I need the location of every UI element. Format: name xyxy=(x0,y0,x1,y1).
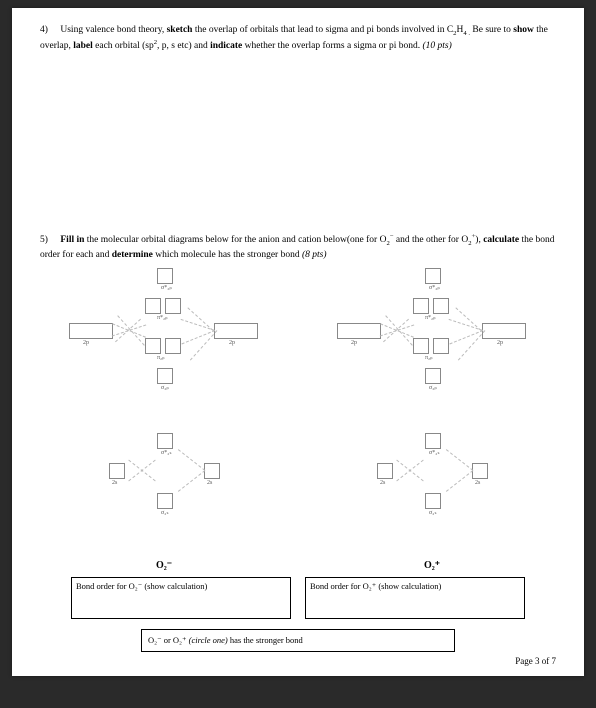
dash-line xyxy=(446,449,473,471)
mo-label-pi-2p: π₂ₚ xyxy=(157,354,165,361)
ao-label-2s: 2s xyxy=(380,480,385,486)
mo-col-cation: σ*₂ₚ π*₂ₚ 2p 2p π₂ₚ σ₂ₚ xyxy=(317,268,547,558)
page: 4) Using valence bond theory, sketch the… xyxy=(12,8,584,676)
ao-2p-right xyxy=(214,323,258,339)
ao-2s-left xyxy=(377,463,393,479)
mo-box xyxy=(433,298,449,314)
dash-line xyxy=(178,470,205,492)
ao-label-2p: 2p xyxy=(83,340,89,346)
dash-line xyxy=(449,319,484,331)
mo-box xyxy=(433,338,449,354)
dash-line xyxy=(446,470,473,492)
ao-label-2s: 2s xyxy=(112,480,117,486)
ao-label-2p: 2p xyxy=(229,340,235,346)
mo-box xyxy=(145,298,161,314)
mo-box xyxy=(413,298,429,314)
ao-2s-right xyxy=(204,463,220,479)
mo-box xyxy=(157,368,173,384)
stronger-bond-box: O₂⁻ or O₂⁺ (circle one) has the stronger… xyxy=(141,629,455,652)
mo-label-sigma-star-2p: σ*₂ₚ xyxy=(161,284,172,291)
ao-2s-right xyxy=(472,463,488,479)
mo-label-sigma-star-2p: σ*₂ₚ xyxy=(429,284,440,291)
mo-diagrams-row: σ*₂ₚ π*₂ₚ 2p 2p π₂ₚ σ₂ₚ xyxy=(40,268,556,571)
ao-label-2s: 2s xyxy=(207,480,212,486)
ao-2p-left xyxy=(337,323,381,339)
page-footer: Page 3 of 7 xyxy=(515,656,556,666)
mo-label-sigma-2p: σ₂ₚ xyxy=(161,384,169,391)
mo-label-sigma-2s: σ₂ₛ xyxy=(429,509,437,516)
ao-label-2s: 2s xyxy=(475,480,480,486)
q4-number: 4) xyxy=(40,24,58,37)
mo-label-pi-star-2p: π*₂ₚ xyxy=(157,314,168,321)
ao-2s-left xyxy=(109,463,125,479)
question-4: 4) Using valence bond theory, sketch the… xyxy=(40,24,556,53)
mo-box xyxy=(165,338,181,354)
mo-box xyxy=(157,268,173,284)
mo-label-sigma-star-2s: σ*₂ₛ xyxy=(161,449,172,456)
mo-box xyxy=(165,298,181,314)
mo-label-sigma-star-2s: σ*₂ₛ xyxy=(429,449,440,456)
dash-line xyxy=(178,449,205,471)
mo-label-sigma-2p: σ₂ₚ xyxy=(429,384,437,391)
dash-line xyxy=(181,319,216,331)
bond-order-anion-box: Bond order for O₂⁻ (show calculation) xyxy=(71,577,291,619)
mo-box xyxy=(425,368,441,384)
q5-number: 5) xyxy=(40,234,58,247)
ao-2p-right xyxy=(482,323,526,339)
mo-label-sigma-2s: σ₂ₛ xyxy=(161,509,169,516)
mo-label-pi-2p: π₂ₚ xyxy=(425,354,433,361)
dash-line xyxy=(455,307,481,330)
q5-text: Fill in the molecular orbital diagrams b… xyxy=(40,235,554,260)
answer-row: Bond order for O₂⁻ (show calculation) Bo… xyxy=(40,577,556,619)
species-label-cation: O₂⁺ xyxy=(317,560,547,571)
mo-box xyxy=(425,433,441,449)
bond-order-cation-box: Bond order for O₂⁺ (show calculation) xyxy=(305,577,525,619)
mo-col-anion: σ*₂ₚ π*₂ₚ 2p 2p π₂ₚ σ₂ₚ xyxy=(49,268,279,558)
ao-2p-left xyxy=(69,323,113,339)
mo-box xyxy=(157,493,173,509)
mo-diagram-anion: σ*₂ₚ π*₂ₚ 2p 2p π₂ₚ σ₂ₚ xyxy=(49,268,279,571)
question-5: 5) Fill in the molecular orbital diagram… xyxy=(40,233,556,262)
mo-diagram-cation: σ*₂ₚ π*₂ₚ 2p 2p π₂ₚ σ₂ₚ xyxy=(317,268,547,571)
mo-box xyxy=(425,493,441,509)
mo-box xyxy=(145,338,161,354)
mo-box xyxy=(157,433,173,449)
ao-label-2p: 2p xyxy=(351,340,357,346)
dash-line xyxy=(187,307,213,330)
species-label-anion: O₂⁻ xyxy=(49,560,279,571)
mo-label-pi-star-2p: π*₂ₚ xyxy=(425,314,436,321)
ao-label-2p: 2p xyxy=(497,340,503,346)
q4-text: Using valence bond theory, sketch the ov… xyxy=(40,25,548,51)
mo-box xyxy=(413,338,429,354)
mo-box xyxy=(425,268,441,284)
